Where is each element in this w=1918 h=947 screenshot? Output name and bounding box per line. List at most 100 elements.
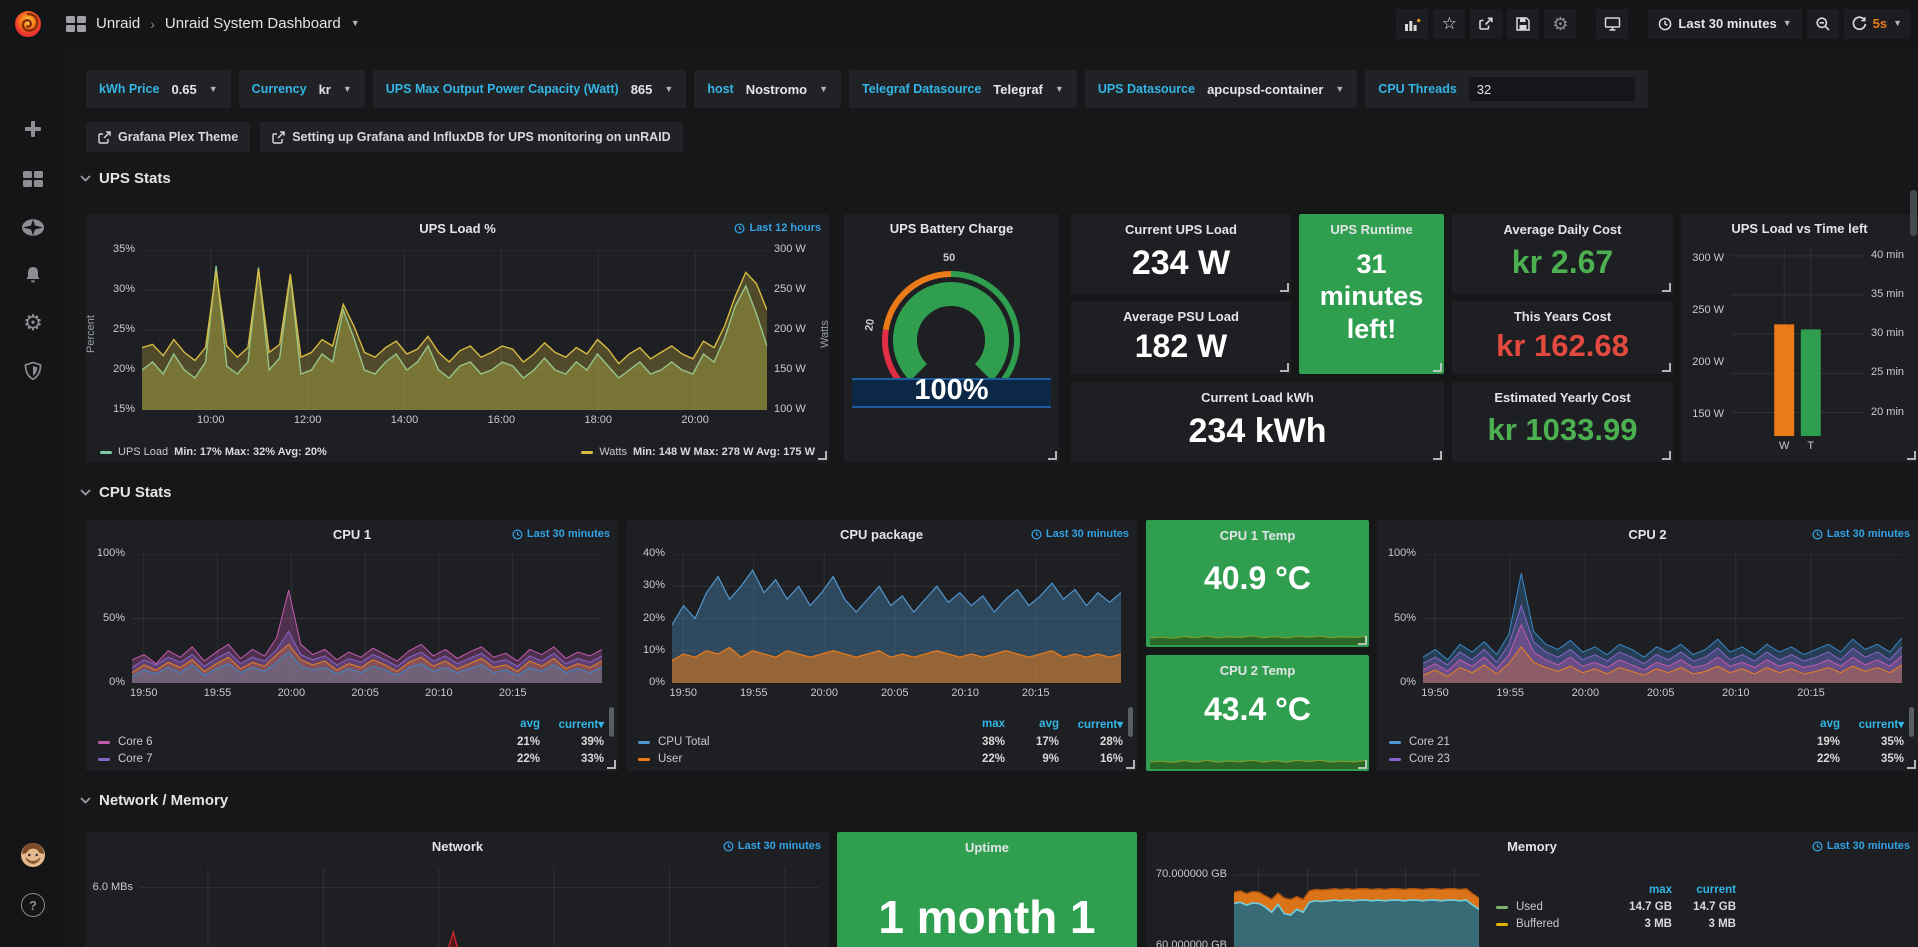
panel-title[interactable]: Current Load kWh [1201,390,1314,405]
legend-header-avg[interactable]: avg [520,718,540,730]
legend-header-max[interactable]: max [1648,884,1672,896]
section-network-memory[interactable]: Network / Memory [80,792,228,809]
link-ups-monitoring-guide[interactable]: Setting up Grafana and InfluxDB for UPS … [260,122,683,152]
panel-resize-handle[interactable] [1662,363,1671,372]
legend-header-avg[interactable]: avg [1820,718,1840,730]
panel-resize-handle[interactable] [1280,363,1289,372]
panel-resize-handle[interactable] [1433,451,1442,460]
legend-watts[interactable]: Watts Min: 148 W Max: 278 W Avg: 175 W [581,446,815,458]
panel-time-range[interactable]: Last 12 hours [734,222,821,234]
panel-title[interactable]: CPU 1 Temp [1219,528,1296,543]
panel-title[interactable]: CPU 2 [1628,527,1667,542]
save-dashboard-button[interactable] [1507,8,1540,39]
network-chart[interactable] [140,868,819,947]
panel-title[interactable]: Network [431,839,484,854]
sidebar-explore-button[interactable] [0,207,66,247]
variable-telegraf-datasource[interactable]: Telegraf Datasource Telegraf ▼ [849,70,1077,108]
grafana-logo-icon[interactable] [12,8,44,40]
legend-row[interactable]: Core 21 [1389,736,1784,748]
sidebar-create-button[interactable] [0,109,66,149]
panel-title[interactable]: UPS Runtime [1330,222,1413,237]
legend-header-avg[interactable]: avg [1039,718,1059,730]
legend-scrollbar[interactable] [1128,707,1133,737]
panel-time-range[interactable]: Last 30 minutes [512,528,610,540]
panel-resize-handle[interactable] [1907,451,1916,460]
panel-title[interactable]: Average Daily Cost [1503,222,1622,237]
star-dashboard-button[interactable]: ☆ [1433,8,1466,39]
panel-resize-handle[interactable] [1907,760,1916,769]
panel-title[interactable]: Current UPS Load [1125,222,1237,237]
zoom-out-time-button[interactable] [1806,8,1839,39]
dashboard-settings-button[interactable]: ⚙ [1544,8,1577,39]
breadcrumb-app[interactable]: Unraid [96,15,141,32]
refresh-interval-label[interactable]: 5s [1872,16,1888,31]
memory-chart[interactable] [1234,868,1479,947]
legend-ups-load[interactable]: UPS Load Min: 17% Max: 32% Avg: 20% [100,446,327,458]
legend-row[interactable]: Core 23 [1389,753,1784,765]
legend-scrollbar[interactable] [1909,707,1914,737]
legend-header-current[interactable]: current [1696,884,1736,896]
share-dashboard-button[interactable] [1470,8,1503,39]
section-ups-stats[interactable]: UPS Stats [80,170,171,187]
panel-resize-handle[interactable] [1358,636,1367,645]
panel-resize-handle[interactable] [1358,760,1367,769]
legend-row[interactable]: Used [1496,901,1616,913]
cpu1-chart[interactable] [132,554,602,683]
sidebar-dashboards-button[interactable] [0,159,66,199]
legend-header-current[interactable]: current▾ [558,719,604,731]
panel-title[interactable]: This Years Cost [1513,309,1612,324]
ups-load-chart[interactable] [142,250,767,410]
variable-host[interactable]: host Nostromo ▼ [694,70,842,108]
cpu-package-chart[interactable] [672,554,1121,683]
load-vs-time-chart[interactable] [1731,248,1864,436]
cpu-threads-input[interactable]: 32 [1468,77,1635,101]
panel-title[interactable]: CPU 2 Temp [1219,663,1296,678]
section-cpu-stats[interactable]: CPU Stats [80,484,172,501]
sidebar-help-button[interactable]: ? [0,885,66,925]
breadcrumb-page[interactable]: Unraid System Dashboard [164,15,341,32]
panel-time-range[interactable]: Last 30 minutes [723,840,821,852]
panel-title[interactable]: CPU 1 [332,527,372,542]
panel-time-range[interactable]: Last 30 minutes [1812,528,1910,540]
link-grafana-plex-theme[interactable]: Grafana Plex Theme [86,122,251,152]
sidebar-alerting-button[interactable] [0,255,66,295]
legend-row[interactable]: Core 7 [98,753,484,765]
panel-title[interactable]: Uptime [964,840,1010,855]
dashboard-grid-icon[interactable] [66,15,86,32]
legend-row[interactable]: Core 6 [98,736,484,748]
panel-time-range[interactable]: Last 30 minutes [1031,528,1129,540]
panel-resize-handle[interactable] [1048,451,1057,460]
page-scrollbar[interactable] [1910,190,1917,236]
panel-resize-handle[interactable] [1126,760,1135,769]
panel-resize-handle[interactable] [1662,283,1671,292]
panel-title[interactable]: CPU package [839,527,924,542]
sidebar-server-admin-button[interactable] [0,351,66,391]
panel-title[interactable]: Estimated Yearly Cost [1494,390,1631,405]
legend-header-current[interactable]: current▾ [1077,719,1123,731]
time-range-picker[interactable]: Last 30 minutes ▼ [1648,8,1802,39]
refresh-caret-icon[interactable]: ▼ [1893,18,1902,28]
panel-resize-handle[interactable] [818,451,827,460]
variable-currency[interactable]: Currency kr ▼ [238,70,365,108]
variable-ups-max-output[interactable]: UPS Max Output Power Capacity (Watt) 865 ▼ [372,70,687,108]
panel-title[interactable]: UPS Battery Charge [889,221,1014,236]
panel-resize-handle[interactable] [1433,363,1442,372]
sidebar-user-avatar[interactable] [0,835,66,875]
legend-row[interactable]: Buffered [1496,918,1616,930]
variable-kwh-price[interactable]: kWh Price 0.65 ▼ [86,70,231,108]
panel-time-range[interactable]: Last 30 minutes [1812,840,1910,852]
legend-row[interactable]: User [638,753,951,765]
cycle-view-mode-button[interactable] [1596,8,1629,39]
legend-scrollbar[interactable] [609,707,614,737]
panel-title[interactable]: Memory [1507,839,1557,854]
breadcrumb-caret-icon[interactable]: ▼ [350,18,360,28]
refresh-icon[interactable] [1852,16,1867,31]
panel-title[interactable]: Average PSU Load [1123,309,1239,324]
panel-title[interactable]: UPS Load vs Time left [1731,221,1868,236]
variable-ups-datasource[interactable]: UPS Datasource apcupsd-container ▼ [1084,70,1358,108]
panel-resize-handle[interactable] [1662,451,1671,460]
legend-row[interactable]: CPU Total [638,736,951,748]
add-panel-button[interactable] [1396,8,1429,39]
panel-resize-handle[interactable] [1280,283,1289,292]
panel-resize-handle[interactable] [607,760,616,769]
